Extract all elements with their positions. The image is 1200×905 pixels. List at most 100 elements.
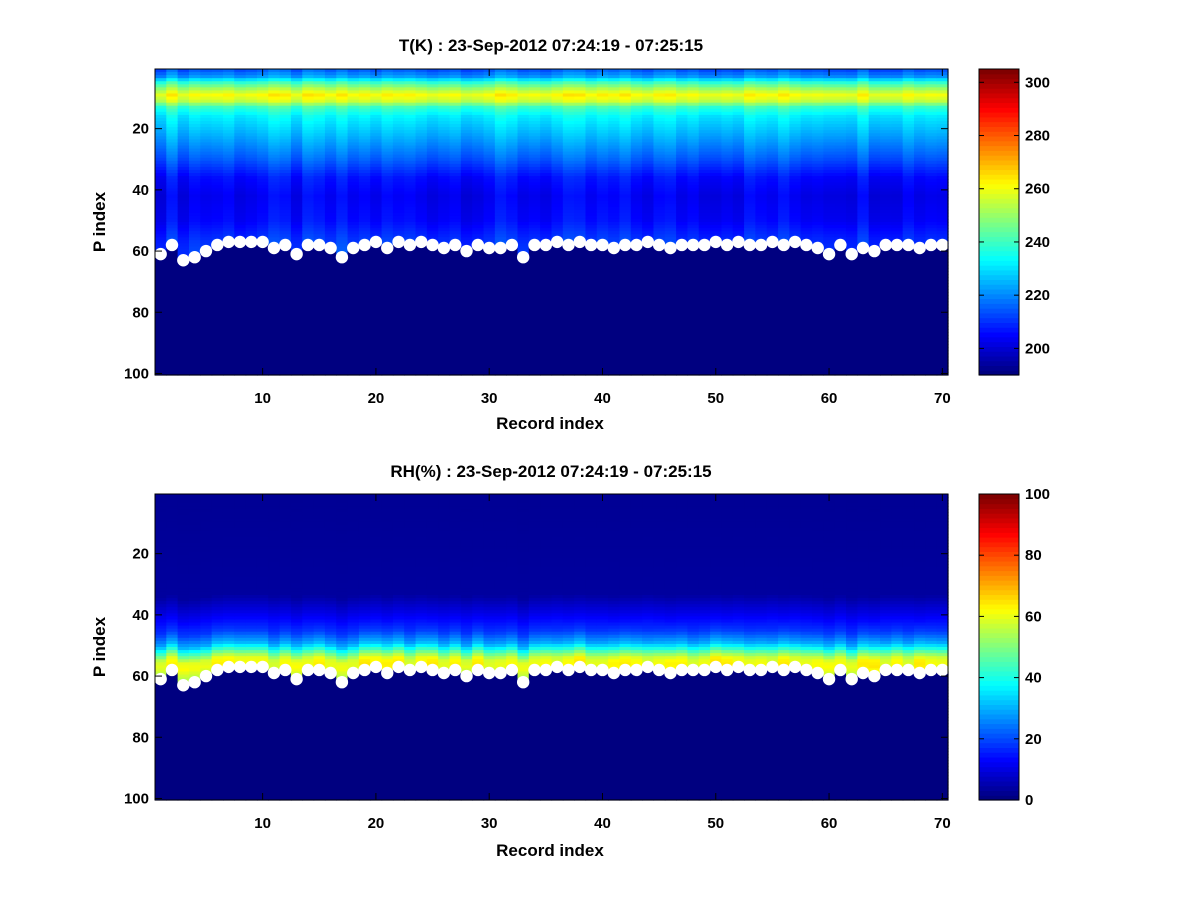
heatmap-cell <box>188 222 201 226</box>
heatmap-cell <box>290 295 303 300</box>
heatmap-cell <box>302 341 315 345</box>
heatmap-cell <box>347 301 360 306</box>
heatmap-cell <box>268 341 281 345</box>
heatmap-cell <box>234 301 247 306</box>
heatmap-cell <box>290 215 303 220</box>
heatmap-cell <box>347 234 360 238</box>
heatmap-cell <box>268 347 281 352</box>
heatmap-cell <box>268 301 281 306</box>
heatmap-cell <box>188 151 201 156</box>
heatmap-cell <box>200 154 213 159</box>
heatmap-cell <box>336 234 349 238</box>
heatmap-cell <box>313 258 326 263</box>
heatmap-cell <box>313 124 326 128</box>
heatmap-cell <box>200 173 213 177</box>
heatmap-cell <box>313 114 326 119</box>
heatmap-cell <box>245 283 258 287</box>
heatmap-cell <box>324 295 337 300</box>
heatmap-cell <box>290 133 303 137</box>
heatmap-cell <box>313 218 326 223</box>
heatmap-cell <box>234 185 247 189</box>
heatmap-cell <box>200 261 213 266</box>
heatmap-cell <box>279 280 292 284</box>
heatmap-cell <box>211 99 224 104</box>
heatmap-cell <box>336 93 349 98</box>
heatmap-cell <box>200 188 213 192</box>
heatmap-cell <box>256 304 269 309</box>
heatmap-cell <box>336 212 349 217</box>
heatmap-cell <box>324 203 337 208</box>
heatmap-cell <box>256 295 269 300</box>
heatmap-cell <box>200 75 213 79</box>
heatmap-cell <box>211 117 224 122</box>
heatmap-cell <box>222 72 235 76</box>
heatmap-cell <box>336 145 349 150</box>
heatmap-cell <box>290 173 303 177</box>
heatmap-cell <box>245 347 258 352</box>
heatmap-cell <box>347 218 360 223</box>
heatmap-cell <box>222 319 235 324</box>
heatmap-cell <box>347 329 360 333</box>
heatmap-cell <box>290 365 303 370</box>
heatmap-cell <box>200 179 213 183</box>
heatmap-cell <box>234 322 247 327</box>
heatmap-cell <box>188 225 201 229</box>
heatmap-cell <box>279 151 292 156</box>
heatmap-cell <box>336 124 349 128</box>
heatmap-cell <box>234 176 247 180</box>
heatmap-cell <box>222 277 235 281</box>
heatmap-cell <box>188 362 201 367</box>
heatmap-cell <box>188 240 201 245</box>
heatmap-cell <box>188 145 201 150</box>
heatmap-cell <box>336 197 349 202</box>
heatmap-cell <box>245 286 258 290</box>
heatmap-cell <box>336 329 349 333</box>
heatmap-cell <box>211 329 224 333</box>
heatmap-cell <box>313 160 326 165</box>
heatmap-cell <box>313 130 326 134</box>
heatmap-cell <box>188 264 201 269</box>
heatmap-cell <box>177 111 190 116</box>
heatmap-cell <box>211 90 224 95</box>
heatmap-cell <box>324 102 337 107</box>
heatmap-cell <box>234 102 247 107</box>
heatmap-cell <box>177 246 190 251</box>
heatmap-cell <box>211 286 224 290</box>
heatmap-cell <box>234 347 247 352</box>
heatmap-cell <box>222 359 235 364</box>
heatmap-cell <box>245 69 258 73</box>
heatmap-cell <box>324 359 337 364</box>
heatmap-cell <box>166 353 179 358</box>
heatmap-cell <box>268 338 281 342</box>
heatmap-cell <box>155 218 167 223</box>
heatmap-cell <box>336 362 349 367</box>
heatmap-cell <box>336 188 349 192</box>
heatmap-cell <box>290 280 303 284</box>
heatmap-cell <box>166 356 179 361</box>
heatmap-cell <box>211 274 224 278</box>
heatmap-cell <box>336 209 349 214</box>
heatmap-cell <box>177 292 190 297</box>
heatmap-cell <box>234 258 247 263</box>
heatmap-cell <box>155 286 167 290</box>
heatmap-cell <box>268 142 281 147</box>
heatmap-cell <box>336 176 349 180</box>
heatmap-cell <box>234 75 247 79</box>
heatmap-cell <box>200 169 213 174</box>
heatmap-cell <box>336 341 349 345</box>
heatmap-cell <box>290 154 303 159</box>
heatmap-cell <box>256 286 269 290</box>
heatmap-cell <box>347 326 360 330</box>
heatmap-cell <box>347 151 360 156</box>
heatmap-cell <box>166 231 179 235</box>
heatmap-cell <box>222 329 235 333</box>
heatmap-cell <box>177 160 190 165</box>
heatmap-cell <box>211 215 224 220</box>
heatmap-cell <box>188 84 201 88</box>
heatmap-cell <box>177 353 190 358</box>
heatmap-cell <box>256 151 269 156</box>
heatmap-cell <box>234 267 247 272</box>
heatmap-cell <box>200 353 213 358</box>
heatmap-cell <box>245 264 258 269</box>
heatmap-cell <box>324 274 337 278</box>
